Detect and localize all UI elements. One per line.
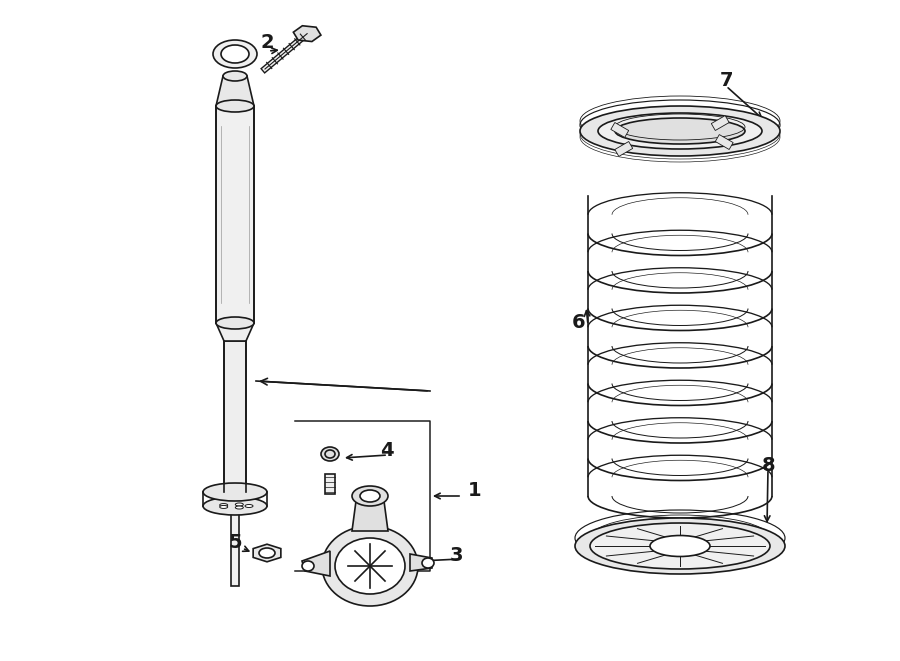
Polygon shape bbox=[293, 26, 321, 42]
Polygon shape bbox=[302, 551, 330, 576]
Polygon shape bbox=[352, 501, 388, 531]
Ellipse shape bbox=[221, 45, 249, 63]
Ellipse shape bbox=[213, 40, 257, 68]
Ellipse shape bbox=[360, 490, 380, 502]
Ellipse shape bbox=[203, 483, 267, 501]
Ellipse shape bbox=[575, 518, 785, 574]
Ellipse shape bbox=[216, 100, 254, 112]
Ellipse shape bbox=[422, 558, 434, 568]
Bar bbox=[611, 122, 629, 137]
Text: 1: 1 bbox=[468, 481, 482, 500]
Ellipse shape bbox=[220, 506, 228, 508]
Ellipse shape bbox=[245, 504, 253, 508]
Ellipse shape bbox=[321, 447, 339, 461]
Ellipse shape bbox=[259, 548, 275, 558]
Text: 8: 8 bbox=[762, 456, 776, 475]
Polygon shape bbox=[216, 323, 254, 341]
Ellipse shape bbox=[650, 535, 710, 557]
Ellipse shape bbox=[598, 113, 762, 149]
Bar bbox=[216, 106, 254, 323]
Bar bbox=[325, 474, 335, 494]
Bar bbox=[231, 506, 239, 586]
Polygon shape bbox=[253, 544, 281, 562]
Ellipse shape bbox=[335, 538, 405, 594]
Ellipse shape bbox=[216, 317, 254, 329]
Polygon shape bbox=[410, 554, 432, 571]
Ellipse shape bbox=[590, 523, 770, 569]
Ellipse shape bbox=[352, 486, 388, 506]
Ellipse shape bbox=[235, 506, 243, 509]
Ellipse shape bbox=[235, 503, 243, 506]
Polygon shape bbox=[216, 76, 254, 106]
Bar bbox=[615, 141, 633, 157]
Text: 4: 4 bbox=[380, 441, 393, 460]
Ellipse shape bbox=[203, 497, 267, 515]
Ellipse shape bbox=[580, 106, 780, 156]
Bar bbox=[716, 135, 733, 149]
Text: 7: 7 bbox=[720, 71, 733, 90]
Ellipse shape bbox=[322, 526, 418, 606]
Ellipse shape bbox=[220, 504, 228, 506]
Ellipse shape bbox=[302, 561, 314, 571]
Text: 2: 2 bbox=[260, 33, 274, 52]
Text: 5: 5 bbox=[228, 533, 241, 552]
Text: 3: 3 bbox=[450, 546, 464, 565]
Ellipse shape bbox=[223, 71, 247, 81]
Bar bbox=[711, 116, 729, 130]
Text: 6: 6 bbox=[572, 313, 586, 332]
Bar bbox=[224, 341, 246, 492]
Ellipse shape bbox=[615, 118, 745, 144]
